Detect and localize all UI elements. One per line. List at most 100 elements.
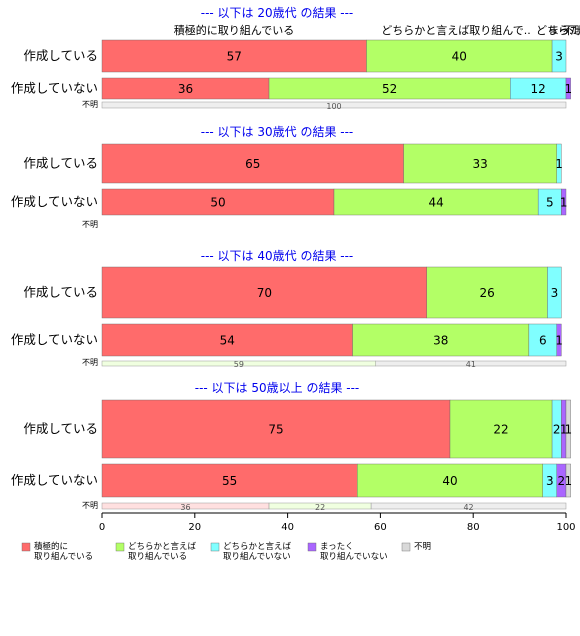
bar-value-label: 54 <box>220 334 235 348</box>
legend-label: どちらかと言えば <box>223 541 292 552</box>
top-category-label: どちらかと言えば取り組んで.. <box>381 24 530 37</box>
bar-value-label: 36 <box>178 82 193 96</box>
top-category-label: どちら.. <box>536 24 576 37</box>
unknown-bar-value: 22 <box>315 503 325 512</box>
row-label: 作成していない <box>11 194 98 209</box>
x-tick-label: 60 <box>374 522 387 533</box>
bar-segment <box>565 77 571 100</box>
bar-segment <box>352 323 530 357</box>
panel-title: --- 以下は 40歳代 の結果 --- <box>201 249 354 263</box>
unknown-row-label: 不明 <box>82 358 98 367</box>
bar-value-label: 40 <box>442 474 457 488</box>
x-tick-label: 80 <box>467 522 480 533</box>
top-category-label: 不明 <box>563 24 580 37</box>
bar-segment <box>101 143 404 184</box>
bar-value-label: 50 <box>210 196 225 210</box>
panel-title: --- 以下は 30歳代 の結果 --- <box>201 125 354 139</box>
bar-value-label: 1 <box>564 474 572 488</box>
bar-value-label: 2 <box>558 474 566 488</box>
legend-label: 取り組んでいない <box>223 551 291 562</box>
row-label: 作成している <box>23 285 98 300</box>
bar-value-label: 3 <box>551 286 559 300</box>
unknown-bar-value: 41 <box>466 360 476 369</box>
legend-swatch <box>115 542 125 552</box>
legend-label: 取り組んでいない <box>320 551 388 562</box>
row-label: 作成していない <box>11 332 98 347</box>
bar-value-label: 1 <box>560 423 568 437</box>
x-tick-label: 0 <box>99 522 105 533</box>
bar-segment <box>101 323 353 357</box>
bar-value-label: 38 <box>433 334 448 348</box>
bar-segment <box>101 266 427 319</box>
bar-value-label: 22 <box>493 423 508 437</box>
unknown-row-label: 不明 <box>82 501 98 510</box>
x-tick-label: 20 <box>188 522 201 533</box>
bar-value-label: 2 <box>553 423 561 437</box>
bar-segment <box>449 399 553 459</box>
unknown-bar-value: 42 <box>463 503 473 512</box>
legend-label: 積極的に <box>34 541 68 552</box>
row-label: 作成している <box>23 48 98 63</box>
bar-value-label: 65 <box>245 157 260 171</box>
unknown-bar-segment <box>101 101 567 109</box>
bar-segment <box>403 143 557 184</box>
bar-value-label: 75 <box>268 423 283 437</box>
bar-segment <box>556 143 562 184</box>
bar-segment <box>426 266 548 319</box>
unknown-bar-value: 59 <box>234 360 244 369</box>
bar-value-label: 1 <box>564 82 572 96</box>
unknown-row-label: 不明 <box>82 220 98 229</box>
bar-value-label: 1 <box>555 334 563 348</box>
bar-value-label: 3 <box>555 50 563 64</box>
panel-title: --- 以下は 20歳代 の結果 --- <box>201 6 354 20</box>
legend-swatch <box>210 542 220 552</box>
row-label: 作成していない <box>11 473 98 488</box>
legend-label: 取り組んでいる <box>128 551 187 562</box>
bar-value-label: 70 <box>257 286 272 300</box>
legend-swatch <box>307 542 317 552</box>
bar-value-label: 1 <box>564 423 572 437</box>
unknown-row-label: 不明 <box>82 100 98 109</box>
unknown-bar-segment <box>370 502 567 510</box>
bar-segment <box>101 399 451 459</box>
bar-value-label: 1 <box>555 157 563 171</box>
bar-value-label: 12 <box>531 82 546 96</box>
bar-segment <box>333 188 539 216</box>
legend-label: 取り組んでいる <box>34 551 93 562</box>
row-label: 作成していない <box>11 81 98 96</box>
legend-swatch <box>21 542 31 552</box>
bar-segment <box>551 39 567 73</box>
bar-value-label: 1 <box>560 196 568 210</box>
bar-segment <box>561 188 567 216</box>
bar-value-label: 44 <box>428 196 443 210</box>
bar-value-label: 6 <box>539 334 547 348</box>
bar-value-label: 26 <box>479 286 494 300</box>
bar-segment <box>556 323 562 357</box>
panel-title: --- 以下は 50歳以上 の結果 --- <box>195 381 360 395</box>
bar-value-label: 3 <box>546 474 554 488</box>
bar-value-label: 55 <box>222 474 237 488</box>
unknown-bar-value: 36 <box>180 503 190 512</box>
bar-segment <box>101 39 367 73</box>
x-tick-label: 100 <box>556 522 575 533</box>
bar-segment <box>565 463 571 498</box>
legend-swatch <box>401 542 411 552</box>
bar-segment <box>101 463 358 498</box>
row-label: 作成している <box>23 156 98 171</box>
bar-value-label: 40 <box>452 50 467 64</box>
row-label: 作成している <box>23 421 98 436</box>
unknown-bar-value: 100 <box>326 102 341 111</box>
bar-segment <box>357 463 544 498</box>
unknown-bar-segment <box>375 360 567 367</box>
bar-segment <box>547 266 562 319</box>
bar-segment <box>528 323 557 357</box>
legend-label: 不明 <box>414 542 431 552</box>
legend-label: どちらかと言えば <box>128 541 197 552</box>
bar-segment <box>101 188 335 216</box>
top-category-label: 積極的に取り組んでいる <box>174 23 294 37</box>
bar-value-label: 33 <box>473 157 488 171</box>
legend-label: まったく <box>320 542 354 552</box>
bar-value-label: 5 <box>546 196 554 210</box>
bar-value-label: 57 <box>227 50 242 64</box>
